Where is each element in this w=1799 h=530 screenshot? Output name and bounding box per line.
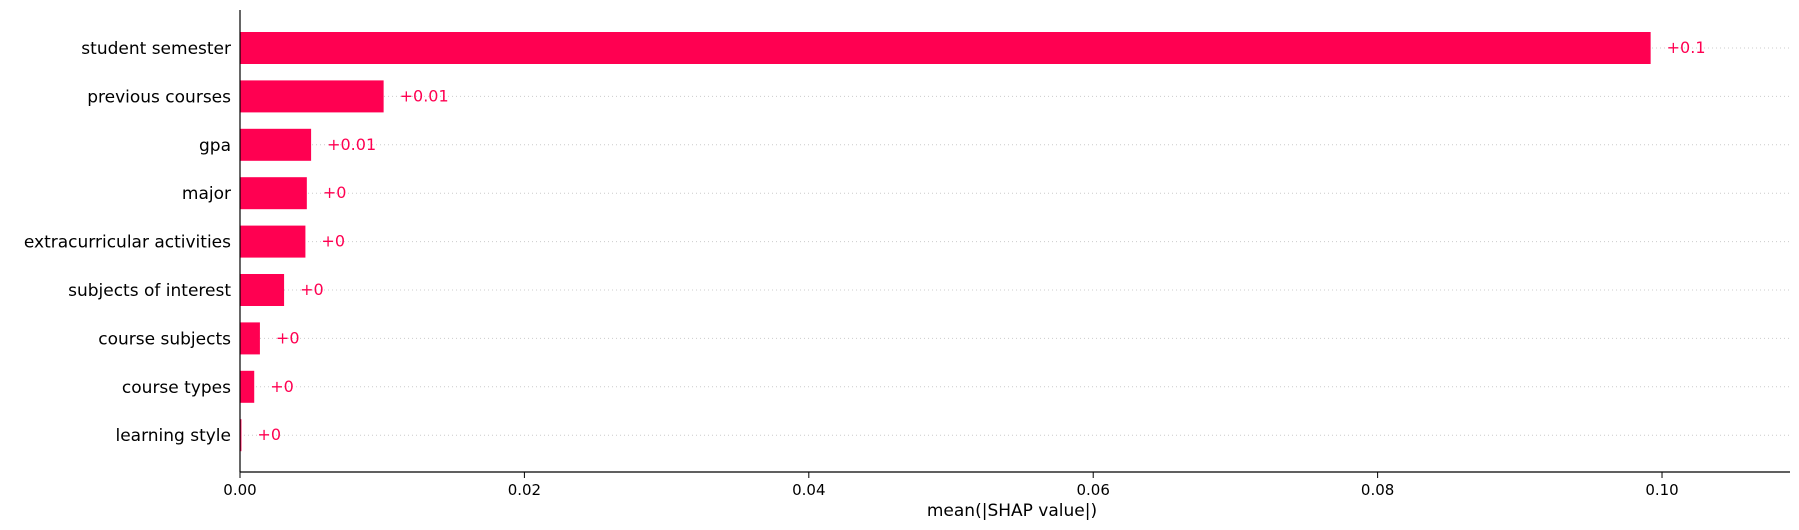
data-label: +0 xyxy=(276,328,300,347)
bar-course-subjects xyxy=(240,322,260,355)
category-label: subjects of interest xyxy=(68,281,231,301)
row-guides xyxy=(240,47,1790,436)
data-label: +0 xyxy=(321,232,345,251)
axes: 0.00 0.02 0.04 0.06 0.08 0.10 xyxy=(223,10,1790,499)
data-label: +0 xyxy=(323,183,347,202)
x-axis-title: mean(|SHAP value|) xyxy=(927,501,1097,521)
bar-course-types xyxy=(240,370,255,403)
category-label: major xyxy=(182,184,231,204)
category-label: learning style xyxy=(115,426,231,446)
x-tick-label: 0.10 xyxy=(1645,481,1678,499)
category-label: course subjects xyxy=(98,329,231,349)
data-label: +0 xyxy=(270,377,294,396)
x-tick-label: 0.08 xyxy=(1361,481,1394,499)
x-tick-label: 0.02 xyxy=(508,481,541,499)
bars xyxy=(240,32,1651,452)
data-label: +0.01 xyxy=(327,135,376,154)
category-label: course types xyxy=(122,378,231,398)
data-label: +0.01 xyxy=(400,86,449,105)
data-labels: +0.1 +0.01 +0.01 +0 +0 +0 +0 +0 +0 xyxy=(257,38,1705,444)
bar-previous-courses xyxy=(240,80,384,113)
data-label: +0 xyxy=(257,425,281,444)
category-label: gpa xyxy=(199,136,231,156)
category-label: previous courses xyxy=(87,87,231,107)
bar-extracurricular-activities xyxy=(240,225,306,258)
bar-student-semester xyxy=(240,32,1651,64)
x-tick-label: 0.00 xyxy=(223,481,256,499)
data-label: +0 xyxy=(300,280,324,299)
bar-learning-style xyxy=(240,419,242,452)
x-tick-label: 0.06 xyxy=(1077,481,1110,499)
bar-major xyxy=(240,177,307,210)
category-labels: student semester previous courses gpa major… xyxy=(24,39,231,446)
bar-subjects-of-interest xyxy=(240,274,285,306)
category-label: student semester xyxy=(81,39,231,59)
data-label: +0.1 xyxy=(1667,38,1706,57)
x-tick-label: 0.04 xyxy=(792,481,825,499)
category-label: extracurricular activities xyxy=(24,233,231,253)
bar-gpa xyxy=(240,128,312,161)
